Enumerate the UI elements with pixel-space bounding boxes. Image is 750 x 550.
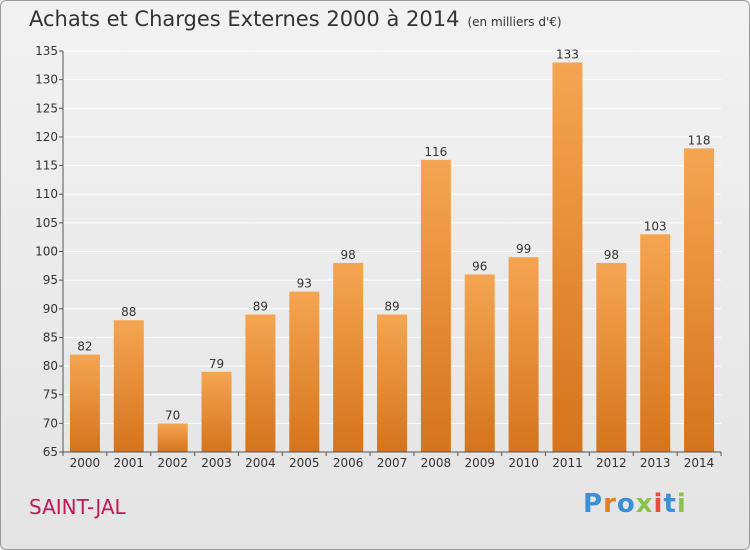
data-label: 93 [297,277,312,291]
x-tick-label: 2008 [421,456,452,470]
bars [69,62,715,453]
bar [201,371,232,452]
bar [464,274,495,452]
x-axis-ticks: 2000 2001 2002 2003 2004 2005 2006 2007 2008 2009… [62,452,722,470]
data-label: 118 [688,133,711,147]
x-tick-label: 2005 [289,456,320,470]
x-tick-label: 2004 [245,456,276,470]
bar [289,291,320,452]
y-tick-label: 80 [43,359,58,373]
data-label: 89 [384,300,399,314]
data-label: 98 [340,248,355,262]
bar [596,262,627,452]
x-tick-label: 2012 [596,456,627,470]
bar [508,257,539,452]
data-label: 99 [516,242,531,256]
bar [640,234,671,452]
logo-letter: i [653,489,664,519]
x-tick-label: 2014 [684,456,715,470]
y-tick-label: 120 [35,130,58,144]
y-tick-label: 130 [35,73,58,87]
bar [420,159,451,453]
proxiti-logo: Proxiti [583,489,687,519]
x-tick-label: 2007 [377,456,408,470]
y-axis-ticks: 65 70 75 80 85 90 95 100 105 110 115 120 125 130 135 [35,44,63,459]
y-tick-label: 115 [35,159,58,173]
data-labels: 82 88 70 79 89 93 98 89 116 96 99 133 98 103 118 [77,47,710,422]
chart-title-block: Achats et Charges Externes 2000 à 2014 (e… [29,7,562,31]
bar [113,320,144,452]
y-tick-label: 70 [43,416,58,430]
logo-letter: i [676,489,687,519]
bar [245,314,276,452]
bar [684,148,715,452]
commune-name: SAINT-JAL [29,495,126,519]
x-tick-label: 2010 [508,456,539,470]
x-tick-label: 2011 [552,456,583,470]
bar [377,314,407,452]
x-tick-label: 2006 [333,456,364,470]
data-label: 88 [121,305,136,319]
bar [69,354,100,452]
y-tick-label: 90 [43,302,58,316]
chart-unit: (en milliers d'€) [467,15,562,29]
y-tick-label: 105 [35,216,58,230]
x-tick-label: 2000 [70,456,101,470]
data-label: 103 [644,219,667,233]
chart-title: Achats et Charges Externes 2000 à 2014 [29,7,460,31]
bar [157,423,188,452]
y-tick-label: 95 [43,273,58,287]
data-label: 79 [209,357,224,371]
logo-letter: t [663,489,677,519]
data-label: 116 [424,145,447,159]
axes [62,51,721,453]
y-tick-label: 65 [43,445,58,459]
data-label: 70 [165,408,180,422]
logo-letter: r [603,489,617,519]
y-tick-label: 75 [43,388,58,402]
data-label: 133 [556,47,579,61]
y-tick-label: 85 [43,330,58,344]
x-tick-label: 2009 [464,456,495,470]
y-tick-label: 125 [35,101,58,115]
x-tick-label: 2002 [157,456,188,470]
logo-letter: x [635,489,654,519]
x-tick-label: 2013 [640,456,671,470]
y-tick-label: 100 [35,245,58,259]
data-label: 98 [604,248,619,262]
data-label: 89 [253,300,268,314]
x-tick-label: 2003 [201,456,232,470]
logo-letter: P [583,489,604,519]
bar [333,262,364,452]
x-tick-label: 2001 [114,456,145,470]
data-label: 96 [472,259,487,273]
y-tick-label: 135 [35,44,58,58]
logo-letter: o [616,489,636,519]
data-label: 82 [77,340,92,354]
bar [552,62,583,452]
y-tick-label: 110 [35,187,58,201]
